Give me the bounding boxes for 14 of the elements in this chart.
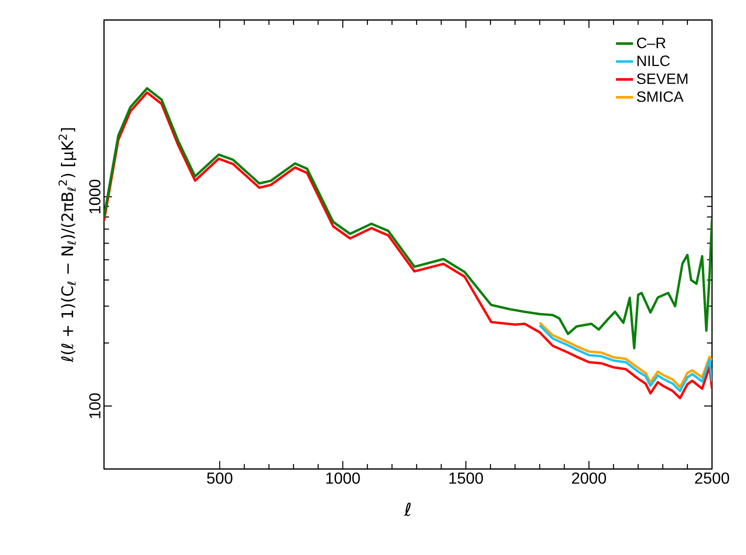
x-tick-label: 500 (207, 472, 232, 484)
legend-label: C–R (637, 38, 666, 48)
y-tick-label: 100 (89, 393, 100, 418)
x-tick-label: 2500 (695, 472, 730, 484)
legend-label: NILC (637, 56, 670, 66)
line-series (104, 91, 712, 400)
x-tick-label: 1500 (449, 472, 483, 484)
text: ℓ(ℓ + 1)(C$_{ℓ}$ − N$_{ℓ}$)/(2πB$_{ℓ}$$^{2}$) [μK$^{2}$] (58, 128, 76, 362)
legend-label: SMICA (636, 91, 684, 102)
x-tick-label: 1000 (326, 472, 360, 484)
x-axis-title: ℓ (404, 502, 411, 516)
line-series (104, 87, 712, 350)
legend-label: SEVEM (636, 73, 688, 84)
x-tick-label: 2000 (572, 472, 606, 484)
